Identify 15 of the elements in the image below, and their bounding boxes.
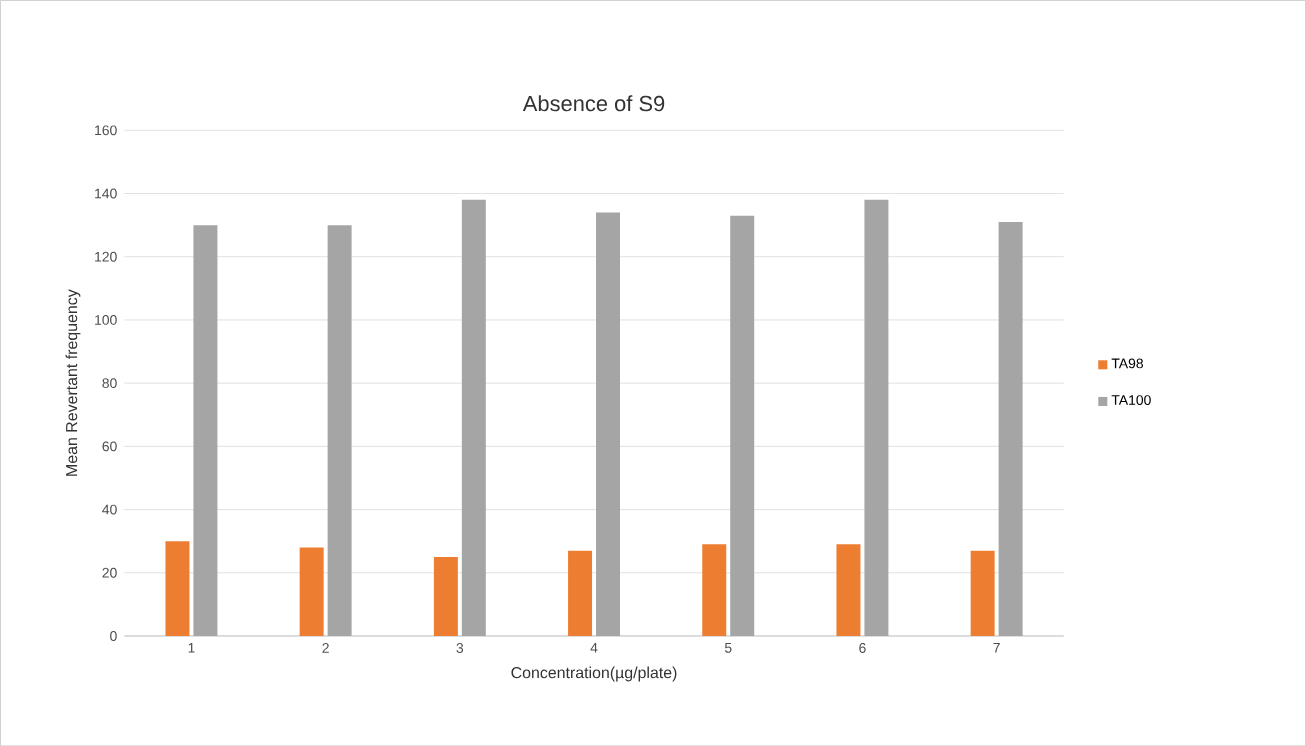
- bar: [461, 199, 486, 636]
- bar: [596, 212, 621, 636]
- bar: [998, 221, 1023, 636]
- bar: [970, 550, 995, 636]
- chart-title: Absence of S9: [522, 95, 665, 112]
- bar: [165, 541, 190, 636]
- bar: [193, 224, 218, 636]
- bar: [299, 547, 324, 636]
- bar: [568, 550, 593, 636]
- bar: [836, 544, 861, 636]
- bar: [730, 215, 755, 636]
- bar: [864, 199, 889, 636]
- bar: [702, 544, 727, 636]
- bar: [327, 224, 352, 636]
- bar: [433, 556, 458, 636]
